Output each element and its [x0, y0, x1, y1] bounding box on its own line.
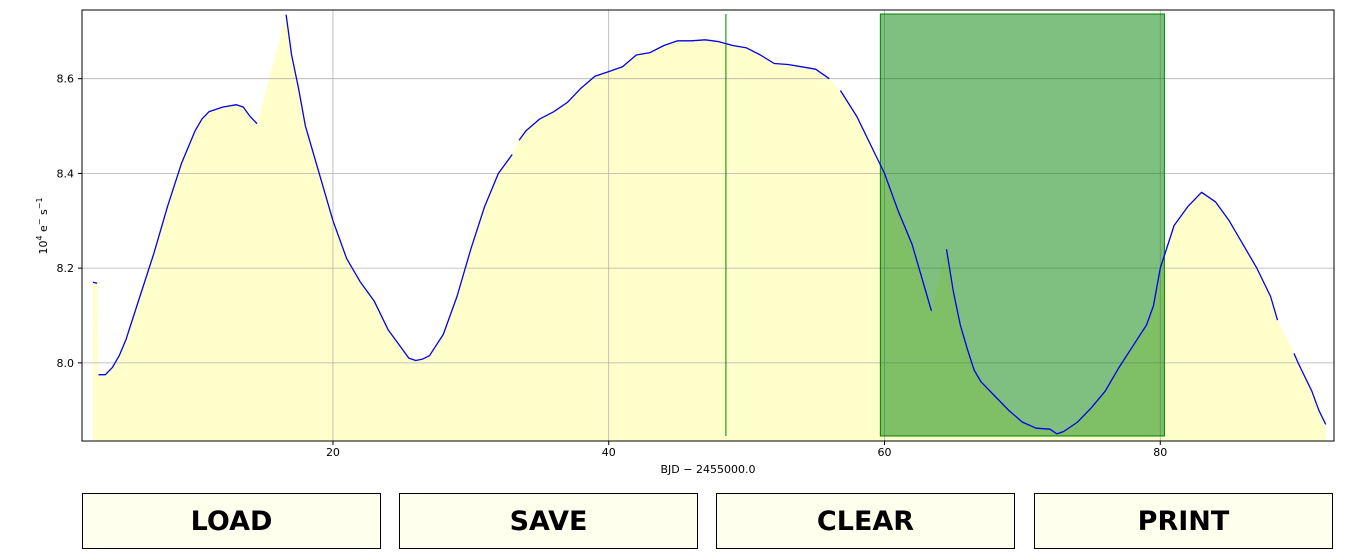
- x-tick-label: 60: [877, 446, 891, 459]
- light-curve-line: [92, 281, 98, 284]
- light-curve-line: [518, 39, 830, 141]
- light-curve-line: [1293, 353, 1327, 425]
- load-button[interactable]: LOAD: [82, 493, 381, 549]
- chart-area[interactable]: 20 40 60 80 8.0 8.2 8.4 8.6 BJD − 2455000.0 104…: [0, 0, 1360, 480]
- light-curve-line: [839, 90, 933, 311]
- y-tick-label: 8.2: [57, 262, 75, 275]
- save-button[interactable]: SAVE: [399, 493, 698, 549]
- x-axis-label: BJD − 2455000.0: [661, 463, 756, 476]
- area-fill: [93, 14, 1326, 441]
- y-tick-label: 8.4: [57, 167, 75, 180]
- x-tick-label: 20: [326, 446, 340, 459]
- light-curve-line: [945, 191, 1279, 435]
- y-tick-label: 8.6: [57, 73, 75, 86]
- y-tick-label: 8.0: [57, 357, 75, 370]
- light-curve-line: [285, 14, 513, 362]
- chart-svg[interactable]: 20 40 60 80 8.0 8.2 8.4 8.6 BJD − 2455000.0 104…: [0, 0, 1360, 480]
- selection-region: [879, 13, 1165, 437]
- plot-frame: [81, 9, 1335, 442]
- x-tick-label: 40: [602, 446, 616, 459]
- y-axis-label: 104 e− s−1: [35, 197, 50, 254]
- print-button[interactable]: PRINT: [1034, 493, 1333, 549]
- light-curve-line: [98, 104, 258, 376]
- clear-button[interactable]: CLEAR: [716, 493, 1015, 549]
- x-tick-label: 80: [1153, 446, 1167, 459]
